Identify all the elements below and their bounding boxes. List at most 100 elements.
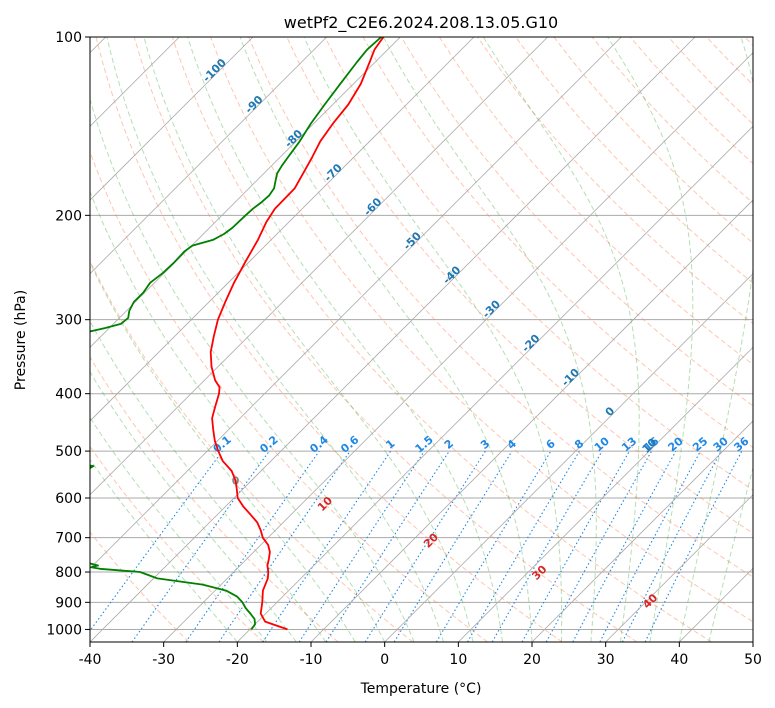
axis-ticks: -40 -30 -20 -10 0 10 20 30 40 5010020030040050060…: [46, 30, 762, 668]
moist-adiabat-line: [90, 97, 415, 642]
mixing-ratio-line: [467, 450, 580, 642]
dry-adiabat-line: [90, 356, 339, 642]
mixing-ratio-label: 1: [383, 437, 397, 452]
y-tick-label: 200: [55, 208, 82, 224]
dry-adiabat-line: [171, 37, 712, 642]
gridlines: [90, 37, 753, 630]
mixing-ratio-line: [644, 450, 743, 642]
isotherm-line: [384, 273, 753, 642]
moist-adiabat-line: [678, 37, 753, 642]
isotherm-label: -50: [401, 229, 424, 252]
moist-adiabat-line: [239, 37, 533, 642]
x-tick-label: -20: [226, 652, 249, 668]
y-tick-label: 500: [55, 444, 82, 460]
mixing-ratio-line: [218, 450, 351, 642]
mixing-ratio-line: [90, 450, 223, 632]
isotherm-line: [679, 567, 753, 642]
dry-adiabat-line: [95, 37, 563, 642]
moist-adiabat-line: [607, 37, 694, 642]
moist-adiabat-line: [90, 416, 268, 642]
isotherm-line: [90, 37, 696, 642]
mixing-ratio-line: [521, 450, 630, 642]
moist-adiabat-line: [382, 37, 597, 642]
x-tick-label: -40: [79, 652, 102, 668]
isotherm-label: -100: [200, 56, 229, 85]
mixing-ratio-line: [393, 450, 513, 642]
y-tick-label: 300: [55, 313, 82, 329]
moist-adiabats: [90, 37, 753, 642]
moist-adiabat-line: [187, 37, 503, 642]
mixing-ratio-line: [298, 450, 425, 642]
dry-adiabat-line: [515, 37, 753, 284]
dry-adiabat-line: [362, 37, 753, 449]
dry-adiabat-line: [438, 37, 753, 366]
y-tick-label: 400: [55, 387, 82, 403]
x-tick-label: 20: [523, 652, 541, 668]
isotherm-line: [605, 494, 753, 642]
dry-adiabat-line: [90, 150, 488, 642]
x-tick-label: 0: [380, 652, 389, 668]
y-tick-label: 900: [55, 595, 82, 611]
dry-adiabat-line: [248, 37, 753, 578]
isotherm-label: -30: [480, 297, 503, 320]
mixing-ratio-line: [325, 450, 450, 642]
moist-adiabat-line: [90, 458, 238, 642]
dry-adiabat-line: [591, 37, 753, 204]
isotherm-label: -40: [440, 263, 463, 286]
x-tick-label: 50: [744, 652, 762, 668]
mixing-ratio-line: [572, 450, 677, 642]
dry-adiabat-line: [744, 37, 753, 47]
isotherm-label: -90: [242, 93, 265, 116]
isotherm-line: [90, 37, 622, 569]
moist-adiabat-line: [143, 37, 474, 642]
mixing-ratio-label: 0.4: [307, 433, 331, 456]
mixing-ratio-label: 4: [505, 437, 519, 452]
isotherm-line: [163, 52, 753, 642]
dry-adiabat-label: 30: [529, 563, 549, 583]
moist-adiabat-line: [90, 190, 386, 642]
isotherm-line: [310, 199, 753, 642]
isotherm-label: -20: [519, 332, 542, 355]
mixing-ratio-label: 1.5: [413, 433, 436, 455]
mixing-ratio-label: 3: [478, 437, 492, 452]
dry-adiabat-line: [90, 445, 264, 642]
y-tick-label: 600: [55, 491, 82, 507]
moist-adiabat-line: [106, 37, 445, 642]
y-tick-label: 700: [55, 531, 82, 547]
dry-adiabat-line: [668, 37, 753, 125]
y-tick-label: 100: [55, 30, 82, 46]
mixing-ratio-label: 6: [544, 437, 558, 452]
dry-adiabat-line: [400, 37, 753, 407]
isotherm-line: [531, 420, 753, 642]
dewpoint-line: [90, 37, 382, 630]
dry-adiabat-label: 40: [640, 591, 660, 611]
mixing-ratio-line: [185, 450, 320, 642]
dry-adiabat-line: [210, 37, 753, 623]
dry-adiabats: [90, 37, 753, 642]
isotherm-label: -10: [559, 366, 582, 389]
x-tick-label: -10: [300, 652, 323, 668]
isotherm-line: [90, 37, 401, 348]
temperature-line: [209, 37, 385, 631]
dry-adiabat-line: [324, 37, 753, 491]
moist-adiabat-line: [708, 466, 753, 642]
isotherm-line: [90, 37, 327, 275]
isotherm-line: [752, 641, 753, 642]
x-tick-label: 40: [670, 652, 688, 668]
dry-adiabat-line: [90, 531, 190, 642]
mixing-ratio-line: [131, 450, 270, 642]
x-tick-label: 10: [449, 652, 467, 668]
y-tick-label: 800: [55, 565, 82, 581]
moist-adiabat-line: [482, 37, 640, 642]
moist-adiabat-line: [90, 261, 356, 642]
mixing-ratio-label: 0.6: [338, 433, 362, 456]
dry-adiabat-line: [133, 37, 638, 642]
isotherm-label: 10: [640, 436, 660, 456]
dry-adiabat-line: [706, 37, 753, 86]
chart-title: wetPf2_C2E6.2024.208.13.05.G10: [284, 13, 558, 33]
mixing-ratio-line: [599, 450, 701, 642]
isotherm-line: [90, 37, 254, 201]
isotherm-line: [458, 346, 753, 642]
y-axis-label: Pressure (hPa): [13, 290, 29, 390]
